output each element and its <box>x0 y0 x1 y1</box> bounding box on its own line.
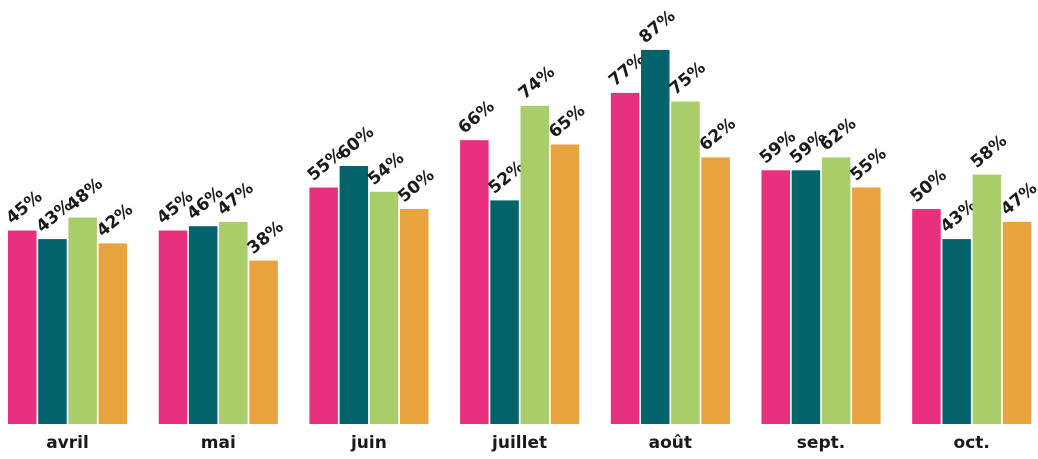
bar-avril-series-4 <box>98 243 128 424</box>
category-label-juillet: juillet <box>491 433 547 453</box>
data-label-juillet-series-1: 66% <box>454 97 498 138</box>
data-label-avril-series-4: 42% <box>93 200 137 241</box>
bar-juin-series-1 <box>309 187 338 424</box>
bar-août-series-2 <box>641 49 670 425</box>
bar-sept.-series-3 <box>821 157 851 424</box>
bar-avril-series-3 <box>68 217 97 424</box>
bar-juillet-series-1 <box>460 140 489 424</box>
category-label-avril: avril <box>46 433 89 453</box>
bar-mai-series-3 <box>219 221 248 424</box>
category-label-mai: mai <box>201 433 236 453</box>
data-label-juin-series-2: 60% <box>334 122 378 163</box>
bar-avril-series-2 <box>38 239 67 424</box>
bar-oct.-series-3 <box>972 174 1002 424</box>
bar-sept.-series-1 <box>761 170 790 424</box>
data-label-avril-series-3: 48% <box>63 174 107 215</box>
bar-juillet-series-3 <box>520 105 549 425</box>
data-label-août-series-4: 62% <box>696 114 740 155</box>
bar-juin-series-2 <box>339 166 369 424</box>
category-label-août: août <box>649 433 692 453</box>
data-label-août-series-2: 87% <box>635 6 679 47</box>
bar-avril-series-1 <box>8 230 37 424</box>
bar-sept.-series-4 <box>852 187 881 424</box>
bar-mai-series-1 <box>158 230 188 424</box>
bar-oct.-series-4 <box>1002 221 1032 424</box>
bar-août-series-3 <box>671 101 700 424</box>
bar-juillet-series-4 <box>550 144 580 424</box>
bar-oct.-series-2 <box>942 239 971 424</box>
category-label-sept.: sept. <box>797 433 845 453</box>
bar-mai-series-2 <box>188 226 218 424</box>
data-label-sept.-series-4: 55% <box>846 144 890 185</box>
data-label-juillet-series-4: 65% <box>545 101 589 142</box>
data-label-juin-series-3: 54% <box>364 148 408 189</box>
data-label-oct.-series-1: 50% <box>907 165 951 206</box>
data-label-oct.-series-4: 47% <box>997 178 1038 219</box>
category-label-oct.: oct. <box>954 433 990 453</box>
bar-oct.-series-1 <box>912 209 941 424</box>
bar-juin-series-4 <box>400 209 429 424</box>
data-label-mai-series-4: 38% <box>244 217 288 258</box>
bar-sept.-series-2 <box>791 170 821 424</box>
data-label-août-series-3: 75% <box>666 58 710 99</box>
bar-mai-series-4 <box>249 260 278 424</box>
data-label-mai-series-3: 47% <box>213 178 257 219</box>
category-label-juin: juin <box>350 433 387 453</box>
bar-août-series-4 <box>701 157 730 424</box>
data-label-juillet-series-3: 74% <box>515 62 559 103</box>
data-label-sept.-series-3: 62% <box>816 114 860 155</box>
bar-juin-series-3 <box>369 191 399 424</box>
bar-juillet-series-2 <box>490 200 519 424</box>
bar-août-series-1 <box>610 92 640 425</box>
data-label-oct.-series-3: 58% <box>967 131 1011 172</box>
data-label-juin-series-4: 50% <box>394 165 438 206</box>
